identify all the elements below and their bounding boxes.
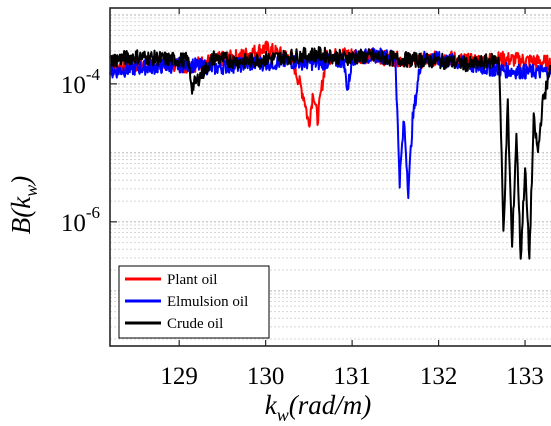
x-tick-label: 131 (333, 363, 371, 390)
plot-frame (109, 7, 551, 347)
x-tick-label: 133 (506, 363, 544, 390)
legend: Plant oil Elmulsion oil Crude oil (118, 265, 270, 339)
y-axis-ticks: 10-4 10-6 (61, 65, 117, 237)
series-layer (109, 40, 551, 260)
legend-label-crude-oil: Crude oil (167, 316, 223, 332)
legend-label-elmulsion-oil: Elmulsion oil (167, 294, 248, 310)
y-axis-label: B(kw) (6, 176, 41, 234)
y-tick-label: 10-4 (61, 65, 101, 99)
x-tick-label: 130 (247, 363, 285, 390)
legend-label-plant-oil: Plant oil (167, 272, 217, 288)
x-axis-ticks: 129 130 131 132 133 (160, 8, 544, 390)
x-axis-label: kw(rad/m) (265, 390, 372, 425)
series-line-elmulsion-oil (109, 47, 551, 200)
series-line-crude-oil (109, 46, 551, 260)
x-tick-label: 129 (160, 363, 198, 390)
x-tick-label: 132 (420, 363, 458, 390)
y-tick-label: 10-6 (61, 203, 100, 237)
